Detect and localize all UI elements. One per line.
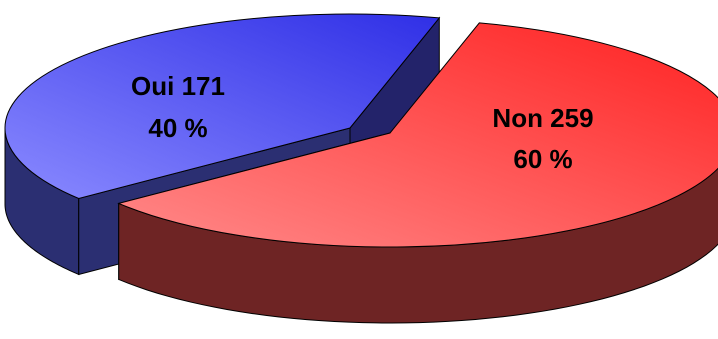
slice-non-label: Non 259 — [492, 103, 593, 133]
slice-oui-percent: 40 % — [148, 113, 207, 143]
slice-non-percent: 60 % — [513, 144, 572, 174]
slice-oui-label: Oui 171 — [131, 71, 225, 101]
slice-non — [117, 22, 718, 248]
slice-oui — [4, 13, 441, 199]
